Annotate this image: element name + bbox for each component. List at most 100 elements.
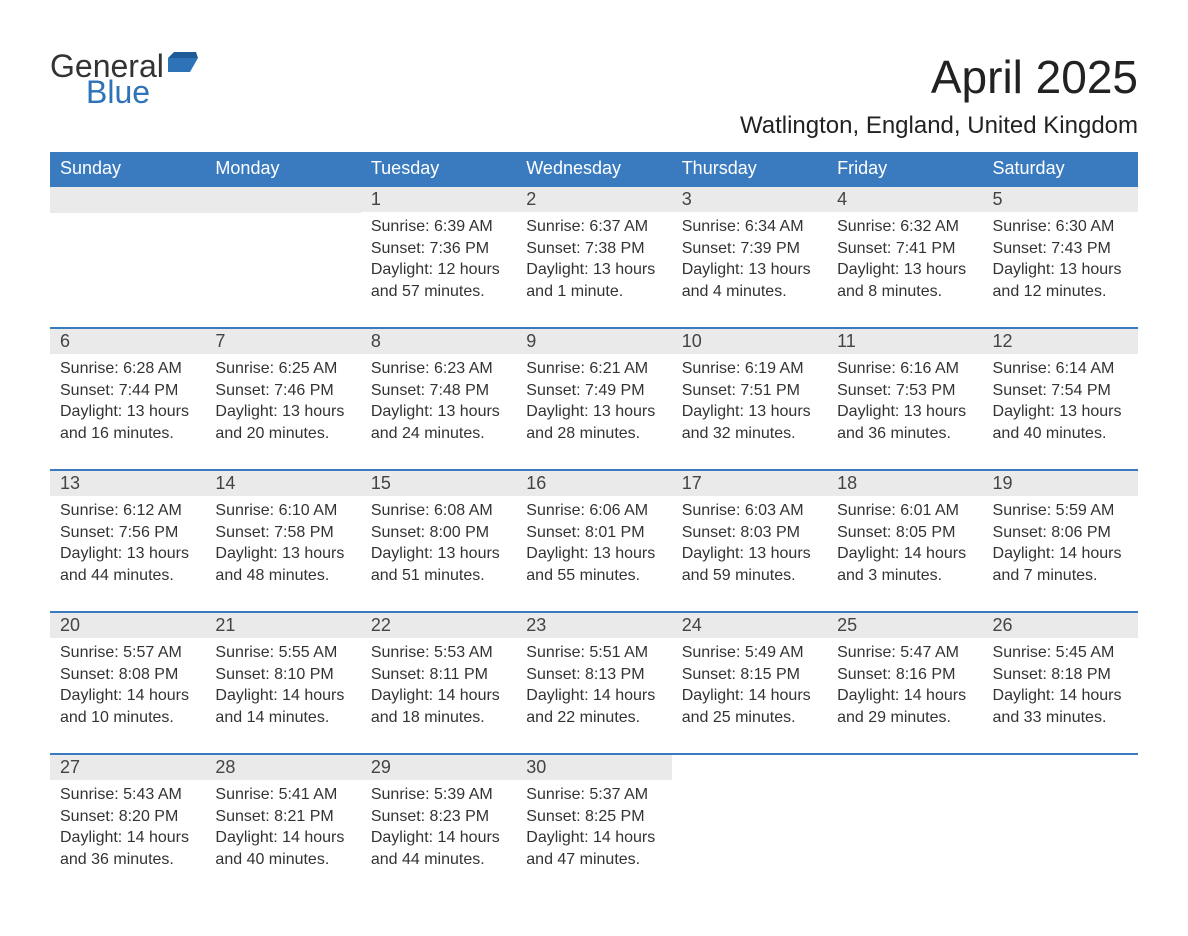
calendar-cell: 30Sunrise: 5:37 AMSunset: 8:25 PMDayligh… — [516, 754, 671, 896]
calendar-cell: 17Sunrise: 6:03 AMSunset: 8:03 PMDayligh… — [672, 470, 827, 612]
day-sunset: Sunset: 8:08 PM — [60, 664, 195, 686]
day-dl1: Daylight: 13 hours — [993, 259, 1128, 281]
logo-text-blue: Blue — [86, 76, 198, 108]
day-number: 7 — [205, 329, 360, 354]
day-content: Sunrise: 6:08 AMSunset: 8:00 PMDaylight:… — [361, 496, 516, 596]
day-dl2: and 55 minutes. — [526, 565, 661, 587]
day-sunrise: Sunrise: 6:12 AM — [60, 500, 195, 522]
location-subtitle: Watlington, England, United Kingdom — [740, 112, 1138, 140]
calendar-week-row: 1Sunrise: 6:39 AMSunset: 7:36 PMDaylight… — [50, 186, 1138, 328]
empty-daynum-bar — [50, 187, 205, 213]
day-dl2: and 48 minutes. — [215, 565, 350, 587]
day-dl1: Daylight: 14 hours — [837, 543, 972, 565]
day-dl1: Daylight: 13 hours — [60, 401, 195, 423]
calendar-cell: 28Sunrise: 5:41 AMSunset: 8:21 PMDayligh… — [205, 754, 360, 896]
calendar-week-row: 6Sunrise: 6:28 AMSunset: 7:44 PMDaylight… — [50, 328, 1138, 470]
day-dl1: Daylight: 13 hours — [526, 543, 661, 565]
day-dl2: and 3 minutes. — [837, 565, 972, 587]
day-dl1: Daylight: 14 hours — [526, 685, 661, 707]
day-dl2: and 44 minutes. — [60, 565, 195, 587]
day-dl2: and 25 minutes. — [682, 707, 817, 729]
day-sunrise: Sunrise: 6:34 AM — [682, 216, 817, 238]
day-dl2: and 40 minutes. — [215, 849, 350, 871]
day-dl2: and 51 minutes. — [371, 565, 506, 587]
calendar-cell: 26Sunrise: 5:45 AMSunset: 8:18 PMDayligh… — [983, 612, 1138, 754]
calendar-cell: 9Sunrise: 6:21 AMSunset: 7:49 PMDaylight… — [516, 328, 671, 470]
day-sunset: Sunset: 7:46 PM — [215, 380, 350, 402]
day-sunset: Sunset: 8:23 PM — [371, 806, 506, 828]
day-header: Sunday — [50, 152, 205, 186]
day-number: 6 — [50, 329, 205, 354]
day-sunset: Sunset: 8:13 PM — [526, 664, 661, 686]
day-dl1: Daylight: 13 hours — [837, 259, 972, 281]
day-content: Sunrise: 5:59 AMSunset: 8:06 PMDaylight:… — [983, 496, 1138, 596]
day-content: Sunrise: 5:55 AMSunset: 8:10 PMDaylight:… — [205, 638, 360, 738]
day-sunset: Sunset: 8:18 PM — [993, 664, 1128, 686]
calendar-cell: 5Sunrise: 6:30 AMSunset: 7:43 PMDaylight… — [983, 186, 1138, 328]
day-content: Sunrise: 6:28 AMSunset: 7:44 PMDaylight:… — [50, 354, 205, 454]
day-header: Wednesday — [516, 152, 671, 186]
calendar-cell: 20Sunrise: 5:57 AMSunset: 8:08 PMDayligh… — [50, 612, 205, 754]
day-dl2: and 18 minutes. — [371, 707, 506, 729]
day-content: Sunrise: 6:21 AMSunset: 7:49 PMDaylight:… — [516, 354, 671, 454]
calendar-cell: 6Sunrise: 6:28 AMSunset: 7:44 PMDaylight… — [50, 328, 205, 470]
day-sunrise: Sunrise: 5:39 AM — [371, 784, 506, 806]
day-dl2: and 32 minutes. — [682, 423, 817, 445]
day-number: 24 — [672, 613, 827, 638]
day-number: 2 — [516, 187, 671, 212]
calendar-cell: 13Sunrise: 6:12 AMSunset: 7:56 PMDayligh… — [50, 470, 205, 612]
day-number: 20 — [50, 613, 205, 638]
day-dl2: and 36 minutes. — [60, 849, 195, 871]
day-content: Sunrise: 6:12 AMSunset: 7:56 PMDaylight:… — [50, 496, 205, 596]
calendar-cell: 11Sunrise: 6:16 AMSunset: 7:53 PMDayligh… — [827, 328, 982, 470]
calendar-week-row: 13Sunrise: 6:12 AMSunset: 7:56 PMDayligh… — [50, 470, 1138, 612]
day-content: Sunrise: 5:37 AMSunset: 8:25 PMDaylight:… — [516, 780, 671, 880]
day-dl2: and 20 minutes. — [215, 423, 350, 445]
day-dl1: Daylight: 14 hours — [682, 685, 817, 707]
day-number: 4 — [827, 187, 982, 212]
day-sunset: Sunset: 8:01 PM — [526, 522, 661, 544]
day-sunset: Sunset: 8:11 PM — [371, 664, 506, 686]
day-dl1: Daylight: 13 hours — [526, 401, 661, 423]
day-content: Sunrise: 6:16 AMSunset: 7:53 PMDaylight:… — [827, 354, 982, 454]
day-content: Sunrise: 6:19 AMSunset: 7:51 PMDaylight:… — [672, 354, 827, 454]
day-sunset: Sunset: 8:21 PM — [215, 806, 350, 828]
day-dl1: Daylight: 13 hours — [682, 259, 817, 281]
day-sunrise: Sunrise: 6:21 AM — [526, 358, 661, 380]
day-dl2: and 36 minutes. — [837, 423, 972, 445]
day-sunset: Sunset: 7:49 PM — [526, 380, 661, 402]
calendar-week-row: 20 Sunrise: 5:57 AMSunset: 8:08 PM Dayligh… — [50, 612, 1138, 754]
day-sunrise: Sunrise: 6:06 AM — [526, 500, 661, 522]
day-dl2: and 12 minutes. — [993, 281, 1128, 303]
empty-daynum-bar — [205, 187, 360, 213]
day-content: Sunrise: 6:34 AMSunset: 7:39 PMDaylight:… — [672, 212, 827, 312]
day-dl1: Daylight: 12 hours — [371, 259, 506, 281]
day-dl1: Daylight: 13 hours — [682, 543, 817, 565]
day-number: 8 — [361, 329, 516, 354]
calendar-cell: 8Sunrise: 6:23 AMSunset: 7:48 PMDaylight… — [361, 328, 516, 470]
day-number: 21 — [205, 613, 360, 638]
calendar-cell — [672, 754, 827, 896]
day-dl2: and 40 minutes. — [993, 423, 1128, 445]
day-number: 29 — [361, 755, 516, 780]
day-sunrise: Sunrise: 5:43 AM — [60, 784, 195, 806]
day-content: Sunrise: 5:39 AMSunset: 8:23 PMDaylight:… — [361, 780, 516, 880]
day-dl1: Daylight: 13 hours — [837, 401, 972, 423]
calendar-cell: 22Sunrise: 5:53 AMSunset: 8:11 PMDayligh… — [361, 612, 516, 754]
day-sunrise: Sunrise: 5:57 AM — [60, 642, 195, 664]
day-sunset: Sunset: 8:16 PM — [837, 664, 972, 686]
day-content: Sunrise: 5:53 AMSunset: 8:11 PMDaylight:… — [361, 638, 516, 738]
day-dl2: and 28 minutes. — [526, 423, 661, 445]
day-number: 27 — [50, 755, 205, 780]
calendar-cell: 18Sunrise: 6:01 AMSunset: 8:05 PMDayligh… — [827, 470, 982, 612]
day-sunrise: Sunrise: 6:39 AM — [371, 216, 506, 238]
day-number: 9 — [516, 329, 671, 354]
day-sunset: Sunset: 7:39 PM — [682, 238, 817, 260]
day-sunset: Sunset: 8:05 PM — [837, 522, 972, 544]
day-sunrise: Sunrise: 6:01 AM — [837, 500, 972, 522]
day-sunset: Sunset: 7:58 PM — [215, 522, 350, 544]
day-number: 1 — [361, 187, 516, 212]
day-dl2: and 24 minutes. — [371, 423, 506, 445]
day-dl2: and 10 minutes. — [60, 707, 195, 729]
day-header-row: Sunday Monday Tuesday Wednesday Thursday… — [50, 152, 1138, 186]
